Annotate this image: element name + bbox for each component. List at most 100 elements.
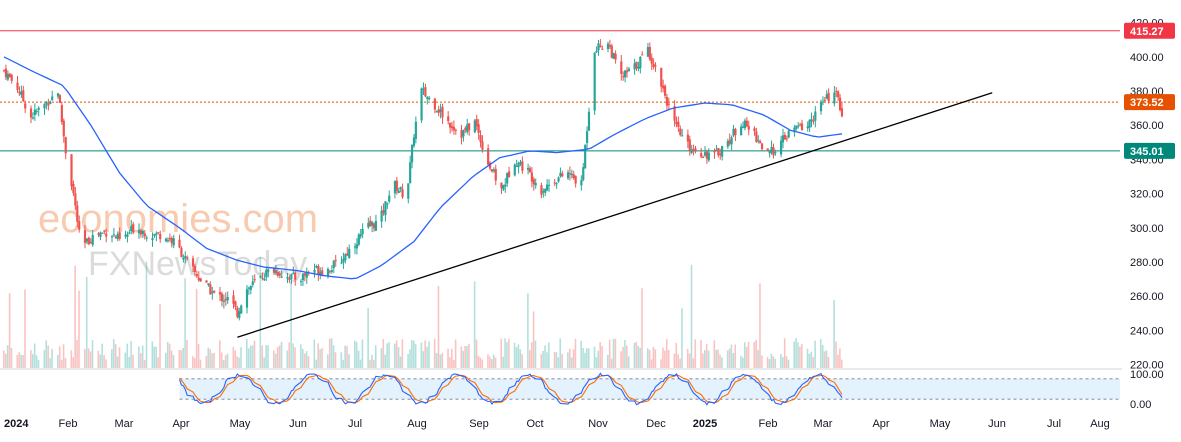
candle-body — [130, 226, 133, 232]
volume-bar — [601, 346, 603, 368]
candle-body — [78, 221, 81, 230]
candle-body — [553, 182, 556, 184]
candle-body — [667, 103, 670, 105]
candle-body — [60, 105, 63, 122]
candle-body — [24, 103, 27, 109]
volume-bar — [548, 342, 550, 368]
volume-bar — [205, 355, 208, 368]
volume-bar — [84, 348, 86, 368]
volume-bar — [74, 265, 76, 368]
candle-body — [703, 152, 707, 156]
candle-body — [340, 262, 343, 264]
candle-body — [730, 137, 733, 145]
volume-bar — [608, 339, 611, 368]
time-axis[interactable]: 2024 Feb Mar Apr May Jun Jul Aug Sep Oct Nov Dec 202… — [4, 418, 1110, 430]
candle-body — [199, 278, 202, 282]
candle-body — [745, 120, 748, 127]
candle-body — [116, 233, 119, 240]
candle-body — [582, 167, 585, 180]
candle-body — [290, 274, 293, 280]
candle-body — [64, 137, 67, 154]
volume-bar — [626, 345, 628, 368]
volume-bar — [367, 308, 369, 368]
candle-body — [155, 233, 158, 235]
volume-bar — [534, 340, 537, 368]
candle-body — [253, 279, 256, 281]
volume-bar — [441, 352, 444, 368]
volume-bar — [172, 355, 175, 368]
volume-bar — [328, 338, 331, 368]
candle-body — [361, 228, 364, 235]
candle-body — [584, 145, 587, 168]
volume-bar — [719, 354, 721, 368]
volume-bar — [58, 346, 61, 368]
volume-bar — [251, 345, 254, 368]
volume-bar — [639, 347, 641, 368]
volume-bar — [6, 345, 9, 368]
volume-bar — [795, 338, 797, 368]
volume-bar — [768, 359, 771, 368]
candle-body — [781, 135, 785, 143]
candle-body — [301, 273, 305, 281]
volume-bar — [635, 341, 638, 368]
candle-body — [597, 43, 600, 51]
candle-body — [559, 172, 562, 177]
volume-bar — [85, 276, 88, 368]
candle-body — [462, 129, 465, 137]
candle-body — [663, 85, 667, 96]
volume-bar — [561, 353, 563, 368]
volume-bar — [276, 346, 279, 368]
volume-bar — [186, 340, 188, 368]
volume-bar — [207, 347, 210, 368]
volume-bar — [690, 264, 693, 368]
volume-bar — [435, 353, 438, 368]
volume-bar — [466, 345, 468, 368]
candle-body — [4, 68, 8, 78]
candle-body — [288, 278, 291, 281]
volume-bar — [130, 340, 132, 368]
volume-bar — [247, 348, 250, 368]
volume-bar — [47, 345, 49, 368]
volume-bar — [742, 357, 744, 368]
volume-bar — [740, 355, 742, 368]
volume-bar — [487, 354, 489, 368]
volume-bar — [97, 350, 100, 368]
volume-bar — [170, 350, 173, 368]
candle-body — [593, 52, 596, 111]
candle-body — [247, 287, 251, 289]
candle-body — [369, 220, 372, 227]
candlestick-series — [2, 39, 844, 321]
candle-body — [76, 205, 79, 222]
candle-body — [721, 146, 724, 157]
volume-bar — [715, 349, 718, 368]
candle-body — [226, 297, 229, 301]
candle-body — [334, 259, 337, 261]
volume-bar — [420, 342, 423, 368]
volume-bar — [395, 340, 398, 368]
volume-bar — [475, 339, 478, 368]
volume-bar — [286, 350, 289, 368]
volume-bar — [812, 357, 815, 368]
candle-body — [303, 273, 306, 276]
volume-bar — [145, 261, 148, 368]
stoch-band — [179, 378, 1120, 400]
candle-body — [694, 148, 697, 152]
volume-bar — [567, 352, 569, 368]
candle-body — [547, 184, 551, 186]
volume-bar — [821, 345, 824, 368]
volume-bar — [568, 348, 571, 368]
price-badge-label: 345.01 — [1130, 146, 1164, 158]
volume-bar — [118, 347, 121, 368]
volume-bar — [313, 339, 316, 368]
candle-body — [506, 172, 509, 184]
volume-bar — [477, 355, 480, 368]
price-badge-label: 415.27 — [1130, 26, 1164, 38]
volume-bar — [705, 344, 708, 368]
volume-bar — [384, 354, 387, 368]
volume-bar — [132, 354, 134, 368]
candle-body — [62, 120, 65, 137]
volume-bar — [654, 349, 657, 368]
